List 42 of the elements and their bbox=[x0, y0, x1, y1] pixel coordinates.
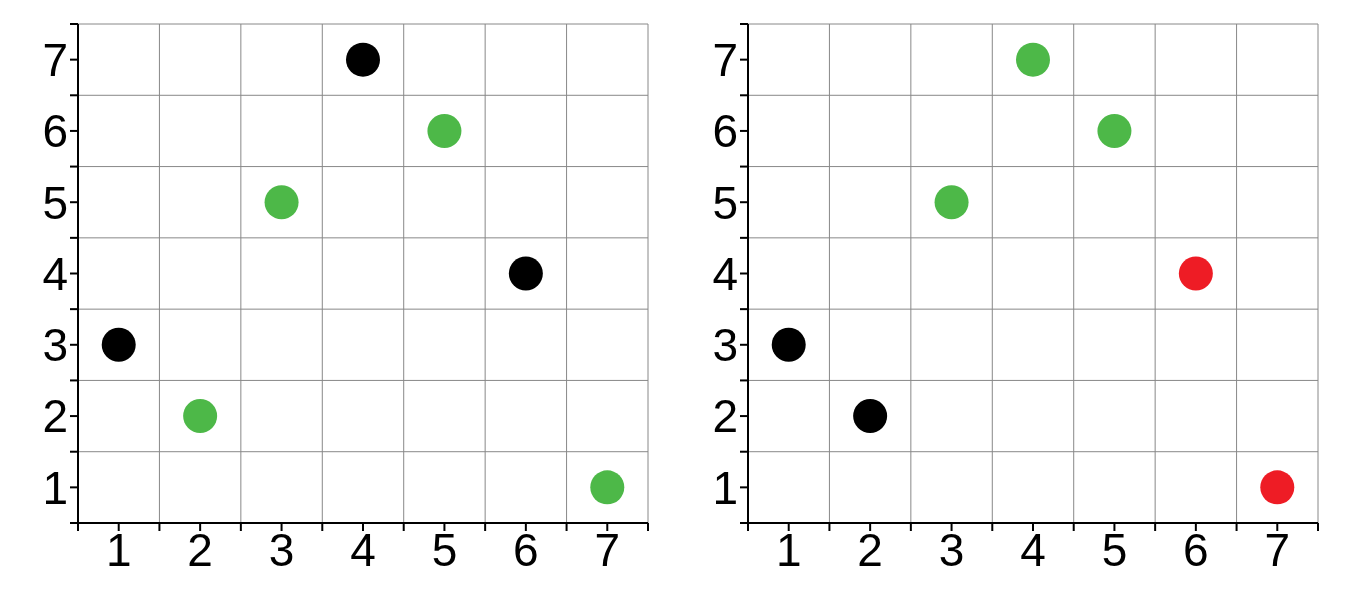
x-tick-label: 2 bbox=[187, 523, 213, 576]
point bbox=[427, 113, 462, 148]
x-tick-label: 2 bbox=[857, 523, 883, 576]
x-tick-label: 1 bbox=[775, 523, 802, 576]
x-tick-label: 6 bbox=[1183, 523, 1209, 576]
point bbox=[508, 256, 543, 291]
x-tick-label: 6 bbox=[513, 523, 539, 576]
x-tick-label: 3 bbox=[268, 523, 295, 576]
y-tick-label: 1 bbox=[42, 461, 68, 514]
x-tick-label: 5 bbox=[1101, 523, 1128, 576]
point bbox=[1260, 470, 1295, 505]
y-tick-label: 1 bbox=[712, 461, 738, 514]
point bbox=[264, 185, 299, 220]
y-tick-label: 2 bbox=[712, 390, 738, 443]
x-tick-label: 4 bbox=[1020, 523, 1046, 576]
y-tick-label: 5 bbox=[42, 176, 68, 229]
y-tick-label: 6 bbox=[712, 105, 738, 158]
point bbox=[183, 399, 218, 434]
x-tick-label: 5 bbox=[431, 523, 458, 576]
y-tick-label: 4 bbox=[42, 247, 68, 300]
y-tick-label: 4 bbox=[712, 247, 738, 300]
x-tick-label: 7 bbox=[1264, 523, 1291, 576]
point bbox=[1016, 42, 1050, 77]
point bbox=[853, 399, 888, 434]
y-tick-label: 3 bbox=[42, 319, 68, 372]
point bbox=[1178, 256, 1213, 291]
x-tick-label: 3 bbox=[938, 523, 965, 576]
point bbox=[590, 470, 625, 505]
y-tick-label: 2 bbox=[42, 390, 68, 443]
y-tick-label: 3 bbox=[712, 319, 738, 372]
point bbox=[771, 327, 806, 362]
y-tick-label: 7 bbox=[42, 33, 68, 86]
x-tick-label: 1 bbox=[105, 523, 132, 576]
point bbox=[934, 185, 969, 220]
x-tick-label: 4 bbox=[350, 523, 376, 576]
y-tick-label: 6 bbox=[42, 105, 68, 158]
point bbox=[1097, 113, 1132, 148]
x-tick-label: 7 bbox=[594, 523, 621, 576]
y-tick-label: 5 bbox=[712, 176, 738, 229]
point bbox=[101, 327, 136, 362]
point bbox=[346, 42, 380, 77]
y-tick-label: 7 bbox=[712, 33, 738, 86]
